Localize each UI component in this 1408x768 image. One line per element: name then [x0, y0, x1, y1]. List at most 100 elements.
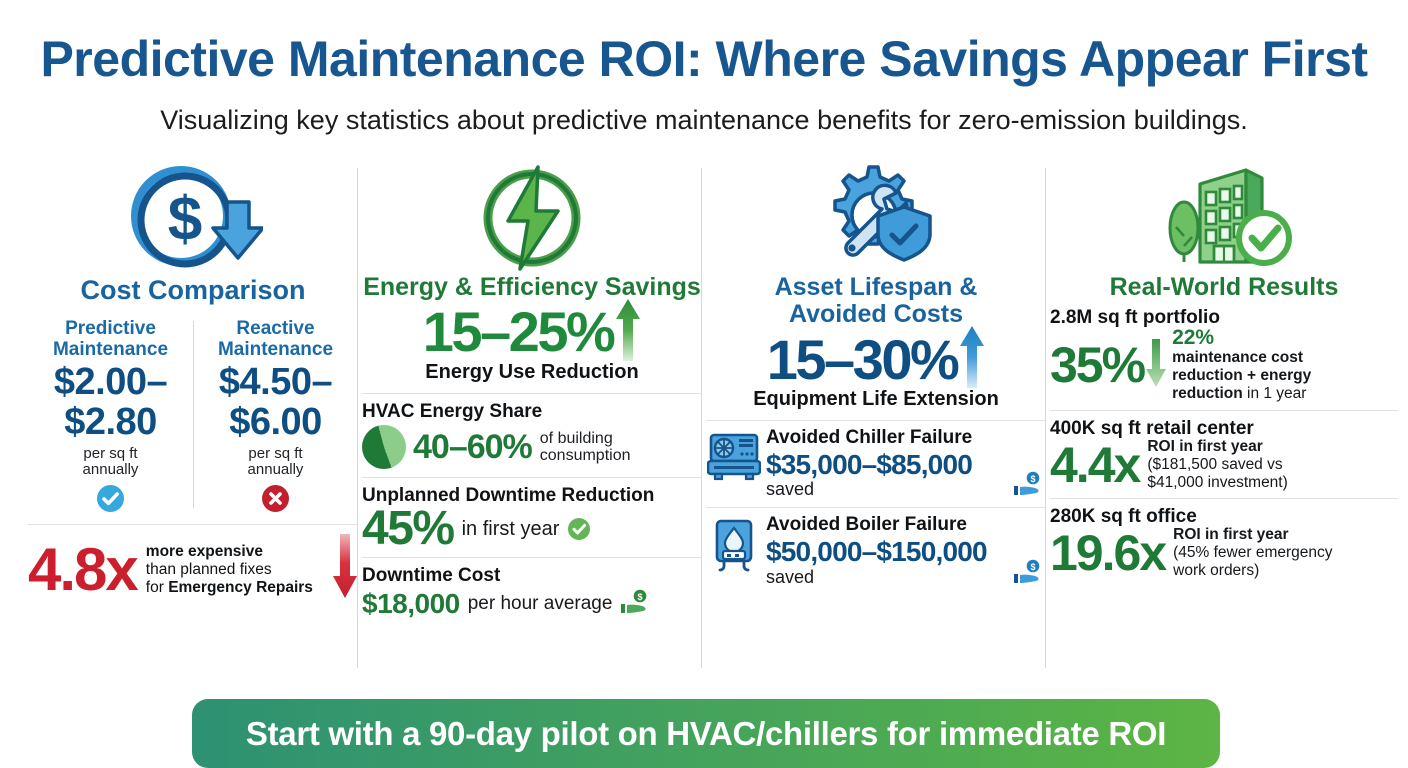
case-office-note: ROI in first year (45% fewer emergency w… [1173, 526, 1332, 580]
x-circle-icon [262, 485, 289, 513]
emergency-note-line-2: than planned fixes [145, 560, 272, 578]
column-cost-comparison: $ Cost Comparison Predictive Maintenance… [28, 162, 358, 674]
page-subtitle: Visualizing key statistics about predict… [160, 105, 1248, 135]
pie-chart-icon [362, 425, 406, 470]
case-retail-note-bold: ROI in first year [1147, 438, 1263, 456]
downtime-cost-note: per hour average [467, 593, 613, 615]
column-divider-3 [1045, 168, 1046, 668]
svg-text:$: $ [638, 592, 643, 602]
hvac-share-heading: HVAC Energy Share [362, 400, 543, 422]
money-hand-green-icon: $ [619, 589, 651, 620]
green-building-check-icon [1050, 162, 1398, 274]
compare-sub-predictive-line2: annually [82, 461, 139, 479]
emergency-note-bold-1: more expensive [145, 542, 263, 560]
boiler-failure-heading: Avoided Boiler Failure [766, 514, 967, 536]
compare-value-reactive-line1: $4.50– [218, 361, 333, 404]
hvac-share-note-line2: consumption [539, 447, 631, 465]
money-hand-blue-icon: $ [1012, 471, 1044, 502]
emergency-note-bold-2: Emergency Repairs [168, 578, 313, 596]
asset-hero-value: 15–30% [766, 327, 960, 391]
downtime-reduction-note: in first year [461, 517, 560, 540]
down-arrow-green-icon [1145, 338, 1167, 392]
column-energy-efficiency: Energy & Efficiency Savings 15–25% Energ… [362, 162, 702, 674]
section-heading-cost-comparison: Cost Comparison [80, 275, 306, 305]
dollar-coin-down-arrow-icon: $ [28, 162, 358, 274]
asset-heading-line2: Avoided Costs [788, 299, 964, 328]
case-portfolio-note-strong: 22% [1172, 326, 1215, 350]
case-retail-center: 400K sq ft retail center 4.4x ROI in fir… [1050, 418, 1398, 492]
page-title: Predictive Maintenance ROI: Where Saving… [40, 31, 1368, 87]
svg-text:$: $ [1030, 474, 1035, 484]
case-office: 280K sq ft office 19.6x ROI in first yea… [1050, 506, 1398, 580]
divider [706, 507, 1046, 509]
hvac-share-note: of building consumption [540, 430, 631, 465]
boiler-failure-amount: $50,000–$150,000 [766, 536, 988, 568]
case-retail-heading: 400K sq ft retail center [1050, 418, 1254, 440]
block-downtime-cost: Downtime Cost $18,000 per hour average $ [362, 565, 702, 620]
chiller-failure-sub: saved [766, 479, 815, 500]
column-asset-lifespan: Asset Lifespan & Avoided Costs 15–30% Eq… [706, 162, 1046, 674]
asset-heading-line1: Asset Lifespan & [774, 273, 978, 301]
cost-comparison-table: Predictive Maintenance $2.00– $2.80 per … [28, 317, 358, 513]
section-heading-asset-lifespan: Asset Lifespan & Avoided Costs [706, 274, 1046, 327]
compare-label-reactive: Reactive Maintenance [217, 317, 334, 360]
hvac-share-note-line1: of building [539, 429, 613, 447]
case-portfolio: 2.8M sq ft portfolio 35% 22% maintenance… [1050, 307, 1398, 404]
case-retail-note-line2: $41,000 investment) [1147, 474, 1288, 492]
compare-sub-predictive-line1: per sq ft [83, 444, 138, 462]
asset-hero-caption: Equipment Life Extension [753, 388, 999, 410]
case-portfolio-note-line1: maintenance cost [1172, 349, 1304, 367]
case-retail-note-line1: ($181,500 saved vs [1147, 456, 1283, 474]
energy-hero-caption: Energy Use Reduction [425, 360, 639, 383]
check-circle-green-icon [568, 518, 591, 541]
case-office-heading: 280K sq ft office [1050, 506, 1197, 528]
case-office-note-bold: ROI in first year [1173, 525, 1289, 543]
call-to-action-banner[interactable]: Start with a 90-day pilot on HVAC/chille… [192, 699, 1220, 768]
down-arrow-red-icon [332, 532, 358, 607]
compare-cell-predictive: Predictive Maintenance $2.00– $2.80 per … [28, 317, 193, 513]
emergency-repairs-callout: 4.8x more expensive than planned fixes f… [28, 532, 358, 607]
hvac-share-value: 40–60% [413, 428, 533, 467]
case-office-note-line2: work orders) [1173, 561, 1260, 579]
case-retail-value: 4.4x [1050, 437, 1141, 494]
call-to-action-text: Start with a 90-day pilot on HVAC/chille… [245, 714, 1167, 752]
column-divider-2 [701, 168, 702, 668]
emergency-note-line-3: for [145, 578, 169, 596]
block-hvac-energy-share: HVAC Energy Share 40–60% of building con… [362, 401, 702, 470]
divider [28, 524, 358, 526]
emergency-multiplier-value: 4.8x [28, 535, 139, 603]
item-avoided-chiller-failure: Avoided Chiller Failure $35,000–$85,000 … [706, 427, 1046, 500]
svg-text:$: $ [168, 185, 202, 254]
block-downtime-reduction: Unplanned Downtime Reduction 45% in firs… [362, 485, 702, 553]
compare-sub-reactive-line2: annually [247, 461, 304, 479]
case-office-value: 19.6x [1050, 524, 1167, 581]
divider [362, 477, 702, 479]
case-portfolio-note-line2: reduction + energy [1172, 367, 1312, 385]
columns-container: $ Cost Comparison Predictive Maintenance… [0, 162, 1408, 674]
compare-label-predictive: Predictive Maintenance [52, 317, 169, 360]
compare-value-predictive-line2: $2.80 [64, 400, 157, 443]
up-arrow-blue-icon [959, 326, 985, 393]
money-hand-blue-icon: $ [1012, 559, 1044, 590]
divider [706, 420, 1046, 421]
asset-hero-row: 15–30% [706, 326, 1046, 393]
downtime-cost-heading: Downtime Cost [362, 565, 501, 587]
emergency-multiplier-note: more expensive than planned fixes for Em… [146, 543, 328, 597]
column-real-world-results: Real-World Results 2.8M sq ft portfolio … [1050, 162, 1398, 674]
compare-sub-reactive-line1: per sq ft [248, 444, 303, 462]
compare-value-predictive-line1: $2.00– [53, 361, 168, 404]
energy-hero-row: 15–25% [362, 298, 702, 366]
downtime-cost-value: $18,000 [362, 588, 460, 620]
item-avoided-boiler-failure: Avoided Boiler Failure $50,000–$150,000 … [706, 514, 1046, 587]
up-arrow-green-icon [615, 298, 641, 366]
case-portfolio-value: 35% [1050, 337, 1146, 394]
section-heading-energy: Energy & Efficiency Savings [363, 273, 701, 301]
boiler-failure-sub: saved [766, 566, 815, 587]
divider [362, 392, 702, 394]
energy-hero-value: 15–25% [422, 300, 616, 363]
divider [362, 557, 702, 559]
chiller-unit-icon [706, 428, 762, 482]
chiller-failure-heading: Avoided Chiller Failure [766, 427, 973, 448]
section-heading-real-world: Real-World Results [1109, 273, 1339, 301]
